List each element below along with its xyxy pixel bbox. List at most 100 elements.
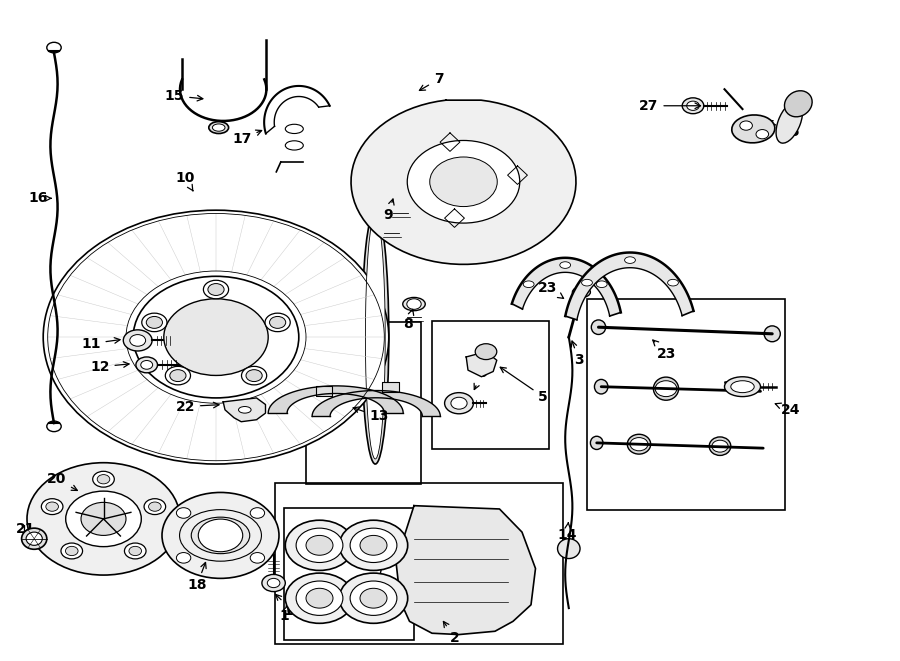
Ellipse shape <box>285 124 303 134</box>
Ellipse shape <box>668 280 679 286</box>
Circle shape <box>267 578 280 588</box>
Ellipse shape <box>627 434 651 454</box>
Ellipse shape <box>581 280 592 286</box>
Circle shape <box>198 519 243 552</box>
Circle shape <box>360 535 387 555</box>
Circle shape <box>133 276 299 398</box>
Circle shape <box>142 313 167 332</box>
Ellipse shape <box>709 437 731 455</box>
Circle shape <box>164 299 268 375</box>
Circle shape <box>285 520 354 570</box>
Text: 8: 8 <box>403 309 414 331</box>
Circle shape <box>66 491 141 547</box>
Text: 24: 24 <box>775 403 801 417</box>
Circle shape <box>81 502 126 535</box>
Circle shape <box>383 212 400 224</box>
Ellipse shape <box>590 436 603 449</box>
Circle shape <box>269 317 285 329</box>
Ellipse shape <box>732 115 775 143</box>
Polygon shape <box>396 506 536 635</box>
Ellipse shape <box>523 281 534 288</box>
Ellipse shape <box>209 122 229 134</box>
Circle shape <box>27 463 180 575</box>
Circle shape <box>250 508 265 518</box>
Text: 26: 26 <box>767 121 801 139</box>
Polygon shape <box>466 352 497 377</box>
Ellipse shape <box>591 320 606 334</box>
Circle shape <box>66 547 78 556</box>
Text: 23: 23 <box>652 340 677 361</box>
Circle shape <box>170 369 186 381</box>
Circle shape <box>176 553 191 563</box>
Text: 10: 10 <box>176 171 195 191</box>
Circle shape <box>176 508 191 518</box>
Ellipse shape <box>785 91 812 117</box>
Circle shape <box>339 573 408 623</box>
Ellipse shape <box>22 528 47 549</box>
Circle shape <box>296 528 343 563</box>
Circle shape <box>306 588 333 608</box>
Circle shape <box>203 280 229 299</box>
Ellipse shape <box>653 377 679 400</box>
Ellipse shape <box>595 379 608 394</box>
Circle shape <box>655 381 677 397</box>
Circle shape <box>97 475 110 484</box>
Circle shape <box>93 471 114 487</box>
Circle shape <box>360 588 387 608</box>
Circle shape <box>162 492 279 578</box>
Circle shape <box>148 502 161 511</box>
Polygon shape <box>351 100 576 264</box>
Circle shape <box>306 535 333 555</box>
Text: 16: 16 <box>29 191 51 206</box>
Circle shape <box>140 360 153 369</box>
Polygon shape <box>268 386 403 413</box>
Circle shape <box>740 121 752 130</box>
Text: 13: 13 <box>353 407 389 424</box>
Ellipse shape <box>557 539 580 559</box>
Circle shape <box>407 299 421 309</box>
Circle shape <box>129 547 141 556</box>
Circle shape <box>241 366 266 385</box>
Circle shape <box>285 573 354 623</box>
Circle shape <box>246 369 262 381</box>
Ellipse shape <box>365 215 385 459</box>
Bar <box>432 321 549 449</box>
Circle shape <box>41 498 63 514</box>
Polygon shape <box>312 391 440 416</box>
Circle shape <box>166 366 191 385</box>
Circle shape <box>451 397 467 409</box>
Circle shape <box>756 130 769 139</box>
Text: 14: 14 <box>557 523 577 543</box>
Circle shape <box>124 543 146 559</box>
Bar <box>306 322 421 484</box>
Ellipse shape <box>388 191 413 206</box>
Ellipse shape <box>403 297 425 311</box>
Text: 11: 11 <box>81 336 120 351</box>
Text: 6: 6 <box>474 366 487 389</box>
Circle shape <box>61 543 83 559</box>
Ellipse shape <box>379 211 404 225</box>
Ellipse shape <box>776 101 803 143</box>
Circle shape <box>712 440 728 452</box>
Ellipse shape <box>560 262 571 268</box>
Text: 20: 20 <box>47 472 77 490</box>
Bar <box>274 483 562 644</box>
Ellipse shape <box>191 517 250 554</box>
Circle shape <box>46 502 58 511</box>
Circle shape <box>47 421 61 432</box>
Ellipse shape <box>285 141 303 150</box>
Text: 19: 19 <box>275 594 303 619</box>
Circle shape <box>123 330 152 351</box>
Circle shape <box>350 581 397 615</box>
Text: 27: 27 <box>639 98 700 113</box>
Circle shape <box>392 192 409 204</box>
Text: 2: 2 <box>444 621 460 645</box>
Text: 23: 23 <box>538 280 563 298</box>
Circle shape <box>265 313 290 332</box>
Circle shape <box>262 574 285 592</box>
Ellipse shape <box>362 210 389 464</box>
Text: 18: 18 <box>187 563 207 592</box>
Circle shape <box>682 98 704 114</box>
Circle shape <box>339 520 408 570</box>
Circle shape <box>630 438 648 451</box>
